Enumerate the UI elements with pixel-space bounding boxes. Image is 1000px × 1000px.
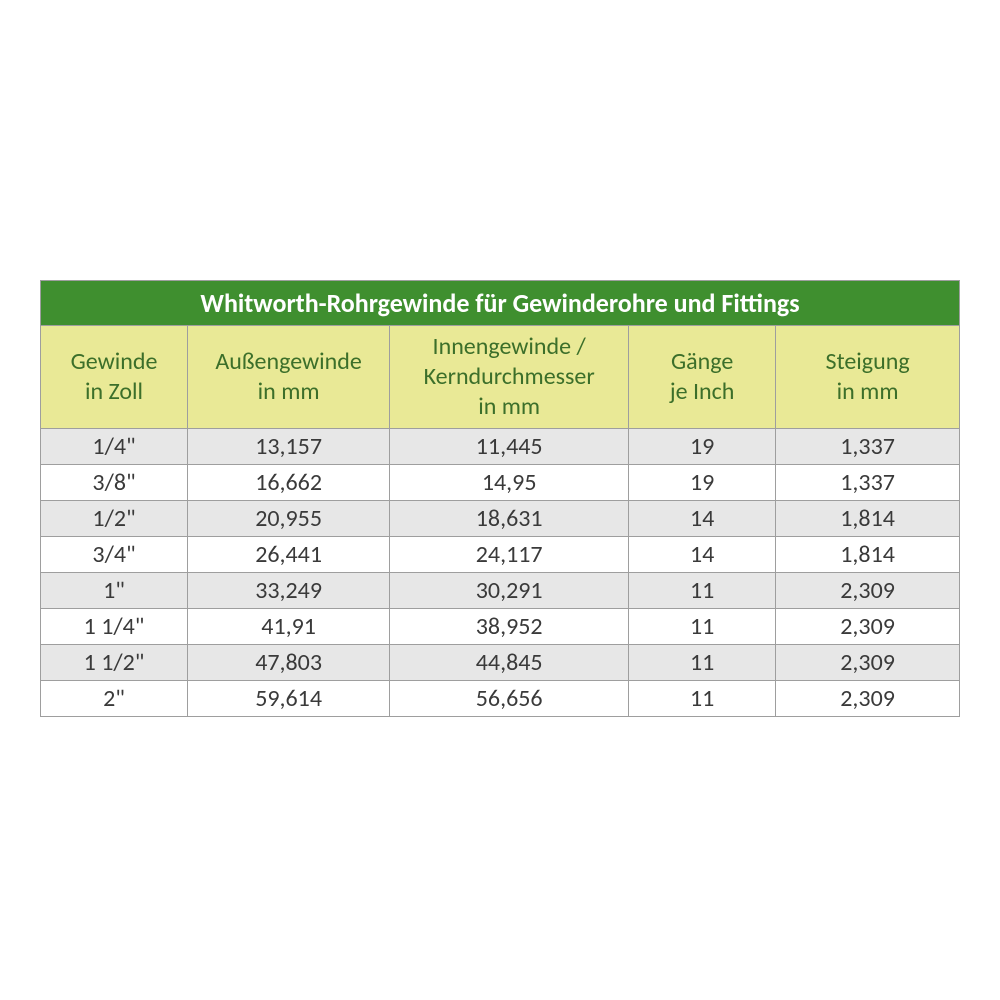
cell: 11	[629, 609, 776, 645]
cell: 13,157	[188, 429, 390, 465]
cell: 1,337	[776, 429, 960, 465]
cell: 1,337	[776, 465, 960, 501]
table-header-row: Gewinde in Zoll Außengewinde in mm Innen…	[41, 326, 960, 429]
cell: 11	[629, 645, 776, 681]
col-header-text: in mm	[258, 377, 320, 406]
cell: 41,91	[188, 609, 390, 645]
cell: 1"	[41, 573, 188, 609]
cell: 1 1/2"	[41, 645, 188, 681]
cell: 44,845	[390, 645, 629, 681]
col-header-text: Außengewinde	[215, 347, 361, 376]
col-header-text: in mm	[837, 377, 899, 406]
cell: 59,614	[188, 681, 390, 717]
cell: 2"	[41, 681, 188, 717]
cell: 3/8"	[41, 465, 188, 501]
col-header-text: Innengewinde /	[433, 332, 586, 361]
cell: 19	[629, 465, 776, 501]
col-header-innengewinde: Innengewinde / Kerndurchmesser in mm	[390, 326, 629, 429]
cell: 1,814	[776, 501, 960, 537]
cell: 2,309	[776, 573, 960, 609]
table-row: 1" 33,249 30,291 11 2,309	[41, 573, 960, 609]
col-header-gewinde: Gewinde in Zoll	[41, 326, 188, 429]
table-row: 1 1/2" 47,803 44,845 11 2,309	[41, 645, 960, 681]
cell: 14,95	[390, 465, 629, 501]
table-row: 1/4" 13,157 11,445 19 1,337	[41, 429, 960, 465]
table-title: Whitworth-Rohrgewinde für Gewinderohre u…	[41, 281, 960, 326]
cell: 11,445	[390, 429, 629, 465]
cell: 14	[629, 501, 776, 537]
cell: 14	[629, 537, 776, 573]
cell: 18,631	[390, 501, 629, 537]
table-row: 3/4" 26,441 24,117 14 1,814	[41, 537, 960, 573]
cell: 19	[629, 429, 776, 465]
col-header-text: je Inch	[670, 377, 735, 406]
table-row: 1/2" 20,955 18,631 14 1,814	[41, 501, 960, 537]
table-row: 3/8" 16,662 14,95 19 1,337	[41, 465, 960, 501]
cell: 1,814	[776, 537, 960, 573]
col-header-text: Gewinde	[71, 347, 158, 376]
cell: 56,656	[390, 681, 629, 717]
cell: 11	[629, 573, 776, 609]
cell: 33,249	[188, 573, 390, 609]
cell: 1/4"	[41, 429, 188, 465]
table-container: Whitworth-Rohrgewinde für Gewinderohre u…	[40, 280, 960, 717]
table-row: 2" 59,614 56,656 11 2,309	[41, 681, 960, 717]
cell: 24,117	[390, 537, 629, 573]
cell: 16,662	[188, 465, 390, 501]
cell: 26,441	[188, 537, 390, 573]
col-header-steigung: Steigung in mm	[776, 326, 960, 429]
thread-table: Whitworth-Rohrgewinde für Gewinderohre u…	[40, 280, 960, 717]
cell: 30,291	[390, 573, 629, 609]
cell: 1/2"	[41, 501, 188, 537]
cell: 2,309	[776, 681, 960, 717]
table-title-row: Whitworth-Rohrgewinde für Gewinderohre u…	[41, 281, 960, 326]
cell: 2,309	[776, 609, 960, 645]
table-row: 1 1/4" 41,91 38,952 11 2,309	[41, 609, 960, 645]
cell: 20,955	[188, 501, 390, 537]
col-header-text: Gänge	[671, 347, 733, 376]
cell: 11	[629, 681, 776, 717]
cell: 47,803	[188, 645, 390, 681]
col-header-text: in Zoll	[85, 377, 143, 406]
col-header-text: Kerndurchmesser	[424, 362, 595, 391]
cell: 38,952	[390, 609, 629, 645]
cell: 1 1/4"	[41, 609, 188, 645]
col-header-aussengewinde: Außengewinde in mm	[188, 326, 390, 429]
col-header-gaenge: Gänge je Inch	[629, 326, 776, 429]
col-header-text: in mm	[478, 392, 540, 421]
cell: 2,309	[776, 645, 960, 681]
cell: 3/4"	[41, 537, 188, 573]
col-header-text: Steigung	[826, 347, 910, 376]
